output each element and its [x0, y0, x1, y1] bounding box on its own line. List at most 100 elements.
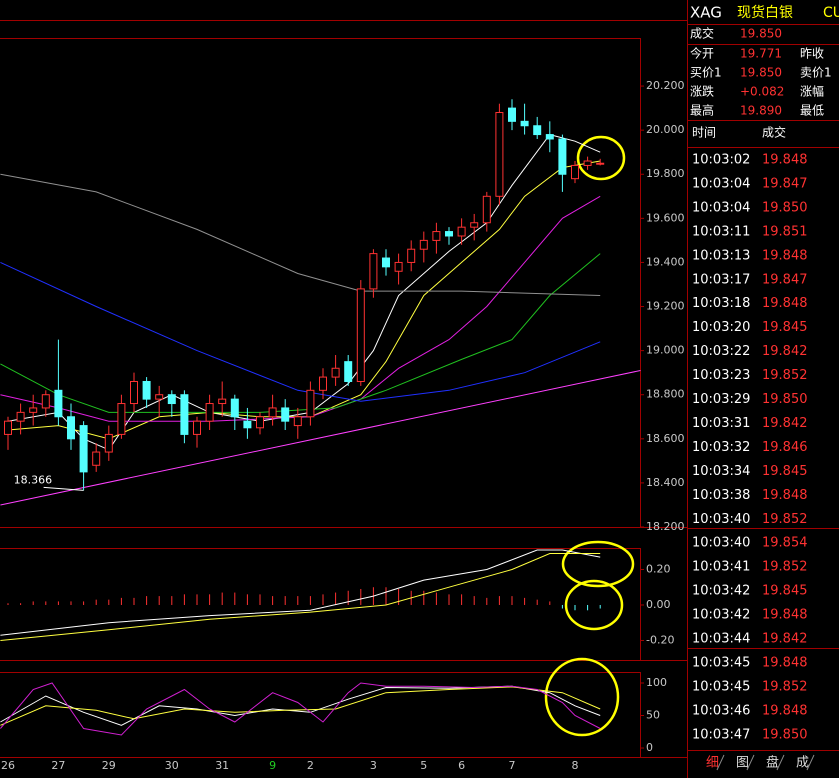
x-tick-label: 2: [307, 759, 314, 772]
trade-price: 19.848: [762, 153, 808, 168]
quote-value: +0.082: [740, 85, 784, 99]
trade-time: 10:03:22: [692, 344, 750, 359]
indicator-line: [0, 686, 601, 726]
tab[interactable]: 盘: [766, 755, 779, 771]
trade-price: 19.842: [762, 416, 808, 431]
tab[interactable]: 图: [736, 756, 749, 771]
trade-price: 19.845: [762, 584, 808, 599]
candle-body: [180, 394, 189, 435]
trade-price: 19.845: [762, 464, 808, 479]
trade-time: 10:03:18: [692, 296, 750, 311]
y-tick-label: 18.400: [646, 476, 685, 489]
symbol: XAG: [690, 4, 722, 22]
candle-body: [54, 389, 63, 418]
x-tick-label: 3: [370, 759, 377, 772]
candle-body: [470, 222, 479, 228]
y-tick-label: 19.800: [646, 167, 685, 180]
candle-body: [16, 411, 25, 422]
candle-body: [558, 138, 567, 175]
candle-body: [268, 407, 277, 418]
instrument-code: CU: [823, 5, 839, 21]
quote-label: 最高: [690, 103, 714, 118]
x-tick-label: 7: [509, 759, 516, 772]
candle-body: [508, 107, 516, 122]
trade-time: 10:03:04: [692, 176, 750, 191]
tab-separator: [776, 754, 785, 771]
trade-price: 19.848: [762, 655, 808, 670]
trade-time: 10:03:40: [692, 536, 750, 551]
x-tick-label: 29: [102, 759, 116, 772]
low-annotation: 18.366: [14, 473, 53, 486]
candle-body: [520, 120, 529, 127]
indicator-line: [0, 549, 601, 636]
candle-body: [382, 257, 390, 268]
trade-price: 19.850: [762, 392, 808, 407]
y-tick-label: 0: [646, 741, 653, 754]
trade-time: 10:03:47: [692, 727, 750, 742]
trade-time: 10:03:23: [692, 368, 750, 383]
trade-price: 19.850: [762, 200, 808, 215]
candle-body: [142, 380, 151, 400]
y-tick-label: 0.00: [646, 598, 671, 611]
trade-time: 10:03:44: [692, 632, 750, 647]
candle-body: [495, 112, 504, 197]
trade-time: 10:03:41: [692, 560, 750, 575]
quote-label: 最低: [800, 104, 824, 118]
trade-time: 10:03:38: [692, 488, 750, 503]
candle-body: [155, 394, 164, 400]
y-tick-label: 18.600: [646, 432, 685, 445]
indicator-line: [7, 134, 601, 451]
annotation-leader: [43, 486, 84, 491]
quote-value: 19.890: [740, 104, 782, 118]
candle-body: [117, 403, 126, 435]
indicator-line: [0, 682, 601, 736]
candle-body: [193, 420, 201, 435]
candle-body: [331, 367, 340, 378]
candle-body: [92, 451, 101, 466]
trade-time: 10:03:46: [692, 703, 750, 718]
trade-price: 19.848: [762, 608, 808, 623]
y-tick-label: 100: [646, 676, 667, 689]
trade-time: 10:03:04: [692, 200, 750, 215]
candle-body: [369, 253, 378, 290]
trade-price: 19.850: [762, 727, 808, 742]
trade-time: 10:03:13: [692, 248, 750, 263]
candle-body: [482, 195, 491, 224]
trade-price: 19.845: [762, 320, 808, 335]
y-tick-label: 18.200: [646, 520, 685, 533]
candle-body: [583, 160, 592, 166]
candle-body: [432, 231, 441, 241]
candle-body: [407, 248, 416, 263]
y-tick-label: 19.400: [646, 255, 685, 268]
candle-body: [230, 398, 239, 418]
trade-time: 10:03:29: [692, 392, 750, 407]
candle-body: [419, 239, 428, 250]
trade-price: 19.848: [762, 703, 808, 718]
x-tick-label: 9: [269, 759, 276, 772]
trade-time: 10:03:34: [692, 464, 750, 479]
candle-body: [205, 403, 214, 422]
highlight-circles: [544, 135, 635, 737]
trade-time: 10:03:17: [692, 272, 750, 287]
trade-time: 10:03:42: [692, 608, 750, 623]
candle-body: [41, 394, 50, 409]
candle-body: [319, 376, 327, 391]
y-tick-label: -0.20: [646, 633, 674, 646]
y-tick-label: 18.800: [646, 388, 685, 401]
x-tick-label: 31: [215, 759, 229, 772]
x-tick-label: 26: [1, 759, 15, 772]
quote-label: 卖价1: [800, 66, 832, 80]
quote-value: 19.850: [740, 66, 782, 80]
last-label: 成交: [690, 26, 714, 41]
trade-time: 10:03:11: [692, 224, 750, 239]
candle-body: [445, 231, 453, 237]
tab[interactable]: 成: [796, 756, 809, 771]
y-tick-label: 50: [646, 709, 660, 722]
indicator-line: [7, 160, 601, 440]
quote-label: 涨幅: [800, 84, 824, 99]
tab[interactable]: 细: [706, 756, 719, 771]
trade-time: 10:03:45: [692, 655, 750, 670]
candle-body: [306, 389, 315, 418]
last-price: 19.850: [740, 27, 782, 41]
